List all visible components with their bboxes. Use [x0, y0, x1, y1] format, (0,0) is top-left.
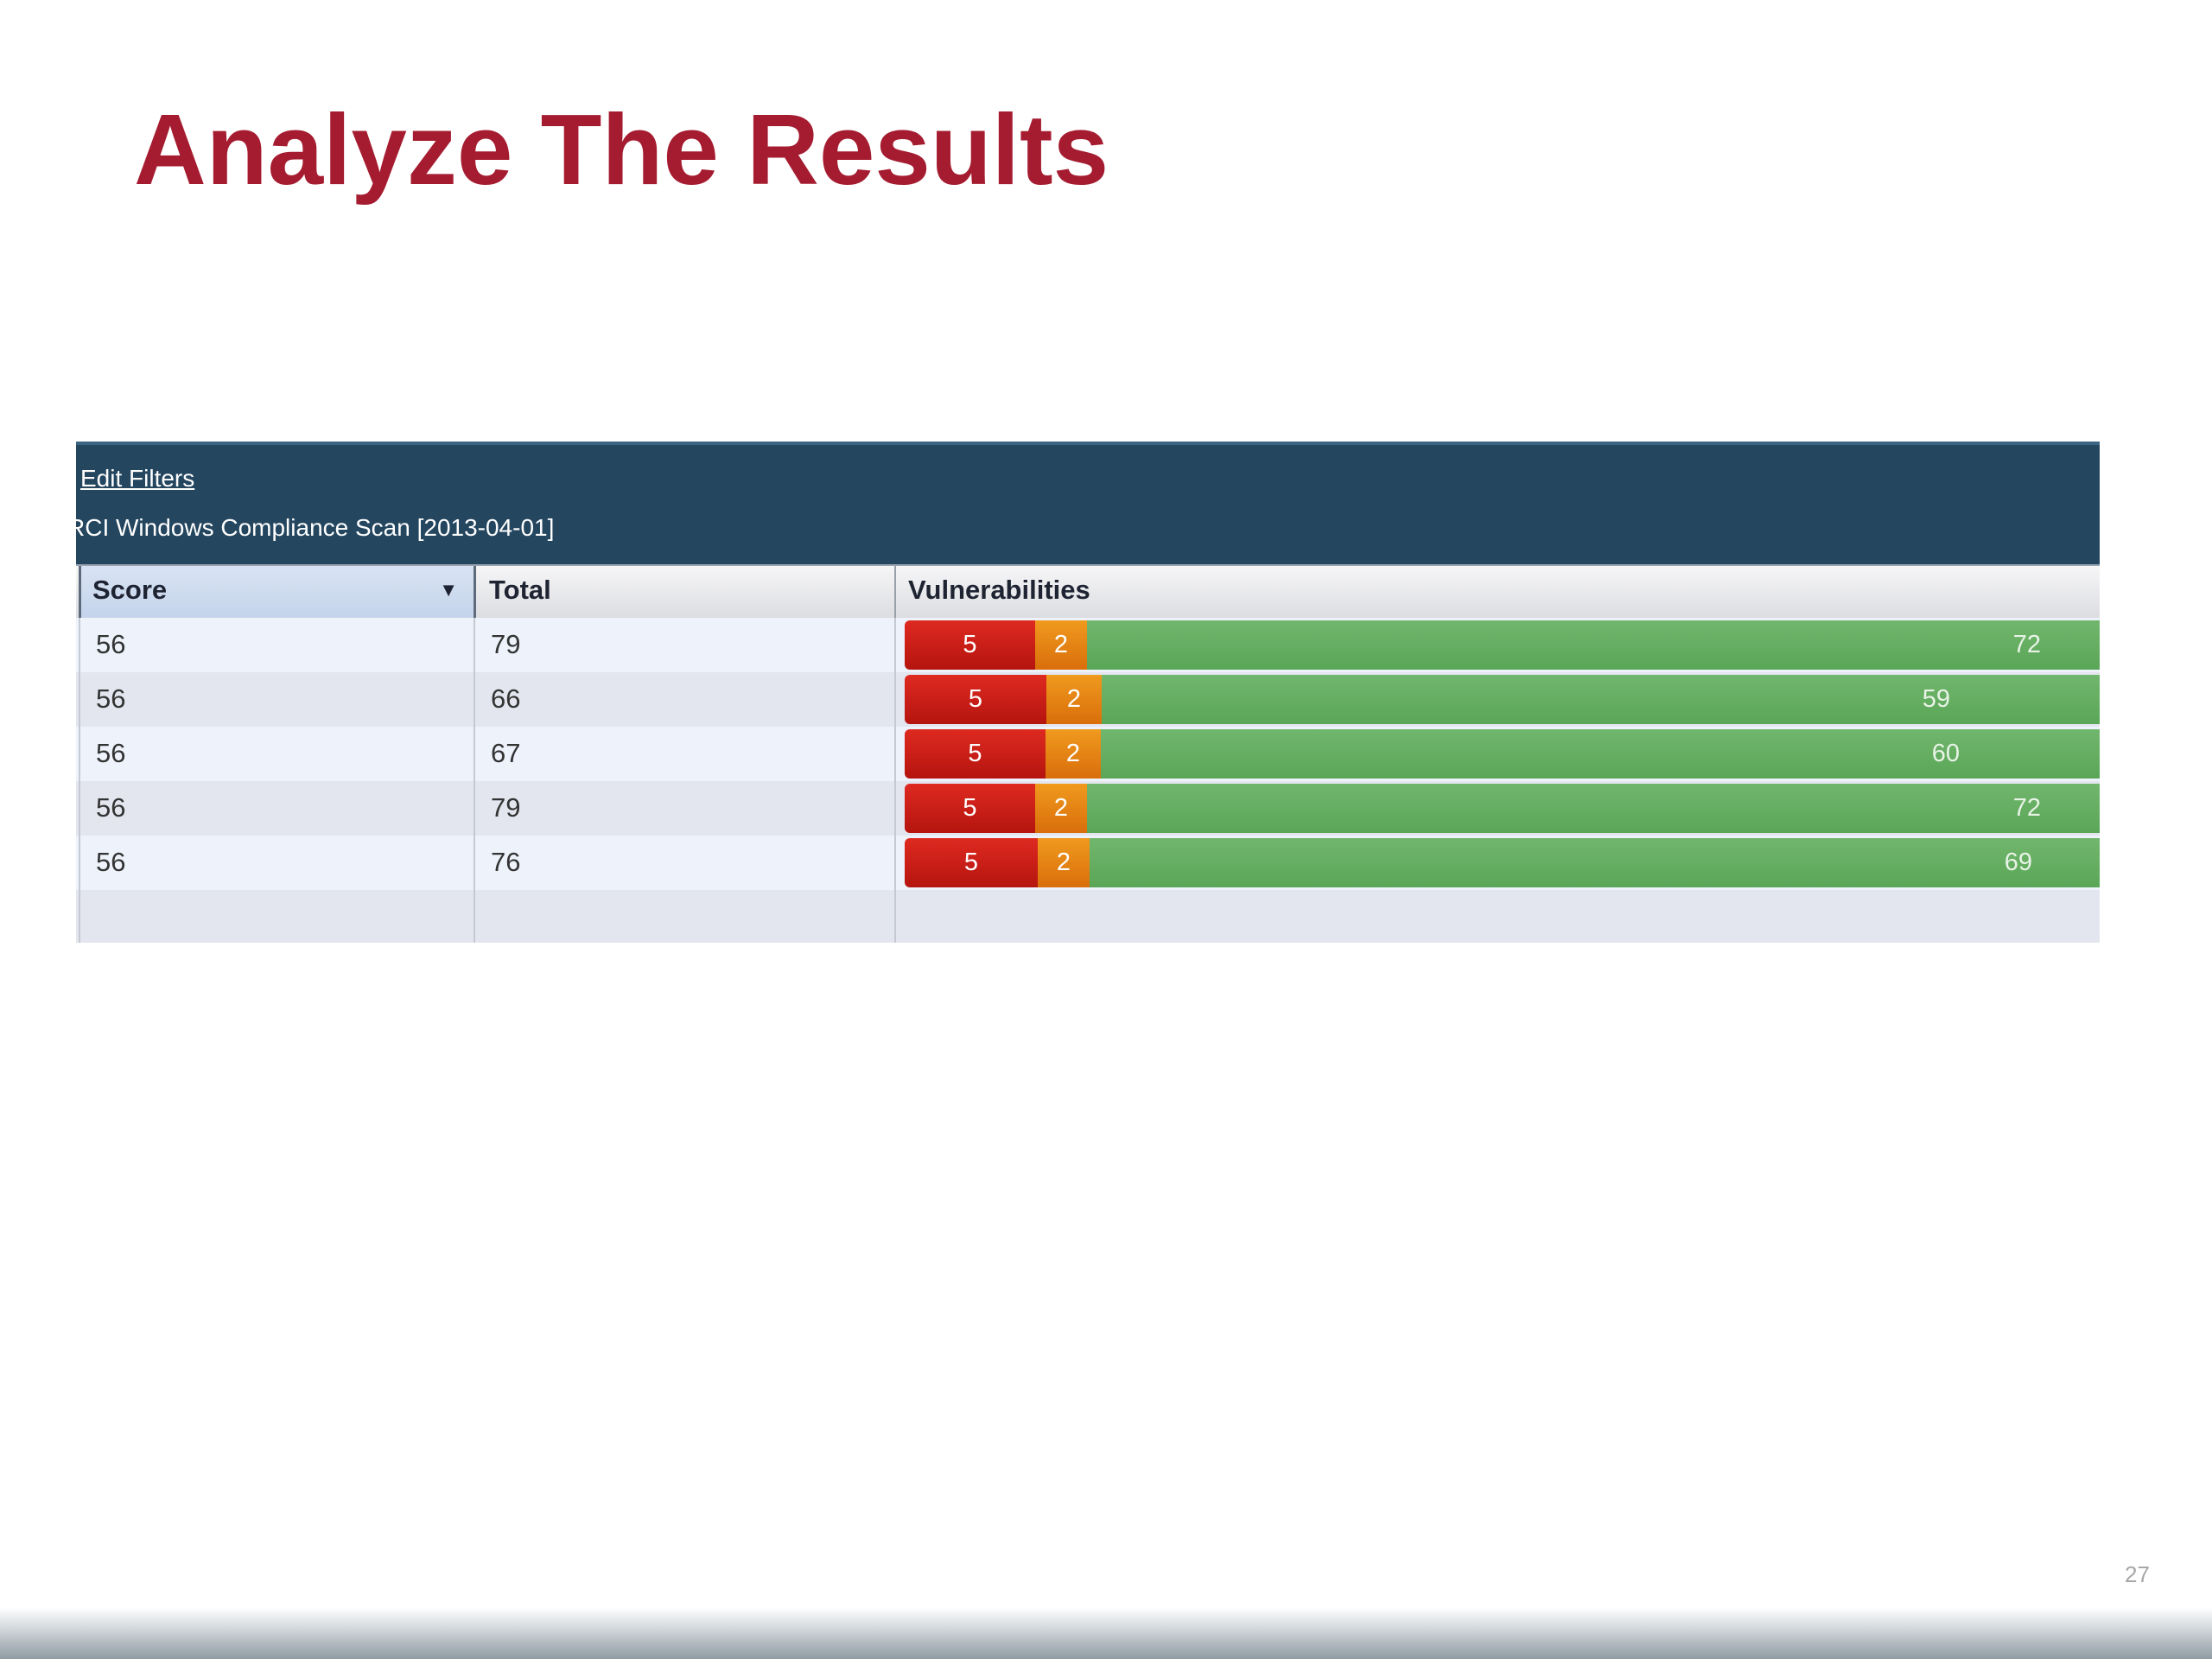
total-cell: 67 [474, 727, 894, 781]
slide-footer-band [0, 1607, 2212, 1659]
vulnerability-bar[interactable]: 5 2 59 [905, 675, 2100, 724]
critical-segment: 5 [905, 675, 1046, 724]
critical-segment: 5 [905, 729, 1046, 779]
column-header-score[interactable]: Score ▼ [79, 566, 474, 618]
vulnerabilities-cell: 5 2 72 [894, 781, 2100, 836]
critical-segment: 5 [905, 784, 1035, 833]
column-header-total-label: Total [489, 575, 551, 605]
high-segment: 2 [1046, 675, 1102, 724]
table-row[interactable]: 56 66 5 2 59 [76, 672, 2100, 727]
passed-segment: 69 [1090, 838, 2100, 887]
table-header: Score ▼ Total Vulnerabilities [76, 564, 2100, 618]
edit-filters-link[interactable]: Edit Filters [80, 465, 195, 492]
critical-segment: 5 [905, 838, 1038, 887]
table-row[interactable]: 56 79 5 2 72 [76, 618, 2100, 672]
score-cell: 56 [79, 727, 474, 781]
empty-total-cell [474, 890, 894, 943]
total-cell: 76 [474, 836, 894, 890]
vulnerability-bar[interactable]: 5 2 69 [905, 838, 2100, 887]
high-segment: 2 [1046, 729, 1101, 779]
column-header-score-label: Score [92, 575, 168, 605]
empty-score-cell [79, 890, 474, 943]
score-cell: 56 [79, 836, 474, 890]
sort-descending-icon[interactable]: ▼ [439, 579, 458, 601]
column-header-vulnerabilities-label: Vulnerabilities [908, 575, 1090, 605]
passed-segment: 72 [1087, 620, 2100, 670]
passed-segment: 60 [1101, 729, 2100, 779]
table-row[interactable]: 56 67 5 2 60 [76, 727, 2100, 781]
results-panel: Edit Filters RCI Windows Compliance Scan… [76, 442, 2100, 943]
total-cell: 79 [474, 781, 894, 836]
passed-segment: 59 [1102, 675, 2100, 724]
vulnerabilities-cell: 5 2 72 [894, 618, 2100, 672]
table-row[interactable]: 56 79 5 2 72 [76, 781, 2100, 836]
high-segment: 2 [1035, 620, 1087, 670]
slide-title: Analyze The Results [134, 93, 1109, 206]
vulnerability-bar[interactable]: 5 2 60 [905, 729, 2100, 779]
vulnerability-bar[interactable]: 5 2 72 [905, 620, 2100, 670]
empty-vulnerabilities-cell [894, 890, 2100, 943]
empty-table-row [76, 890, 2100, 943]
vulnerabilities-cell: 5 2 59 [894, 672, 2100, 727]
high-segment: 2 [1038, 838, 1090, 887]
vulnerability-bar[interactable]: 5 2 72 [905, 784, 2100, 833]
vulnerabilities-cell: 5 2 69 [894, 836, 2100, 890]
score-cell: 56 [79, 672, 474, 727]
total-cell: 79 [474, 618, 894, 672]
passed-segment: 72 [1087, 784, 2100, 833]
vulnerabilities-cell: 5 2 60 [894, 727, 2100, 781]
critical-segment: 5 [905, 620, 1035, 670]
column-header-total[interactable]: Total [474, 566, 894, 618]
scan-name: RCI Windows Compliance Scan [2013-04-01] [76, 514, 555, 541]
column-header-vulnerabilities[interactable]: Vulnerabilities [894, 566, 2100, 618]
page-number: 27 [2125, 1561, 2150, 1587]
table-row[interactable]: 56 76 5 2 69 [76, 836, 2100, 890]
panel-header: Edit Filters RCI Windows Compliance Scan… [76, 442, 2100, 564]
high-segment: 2 [1035, 784, 1087, 833]
score-cell: 56 [79, 781, 474, 836]
total-cell: 66 [474, 672, 894, 727]
score-cell: 56 [79, 618, 474, 672]
